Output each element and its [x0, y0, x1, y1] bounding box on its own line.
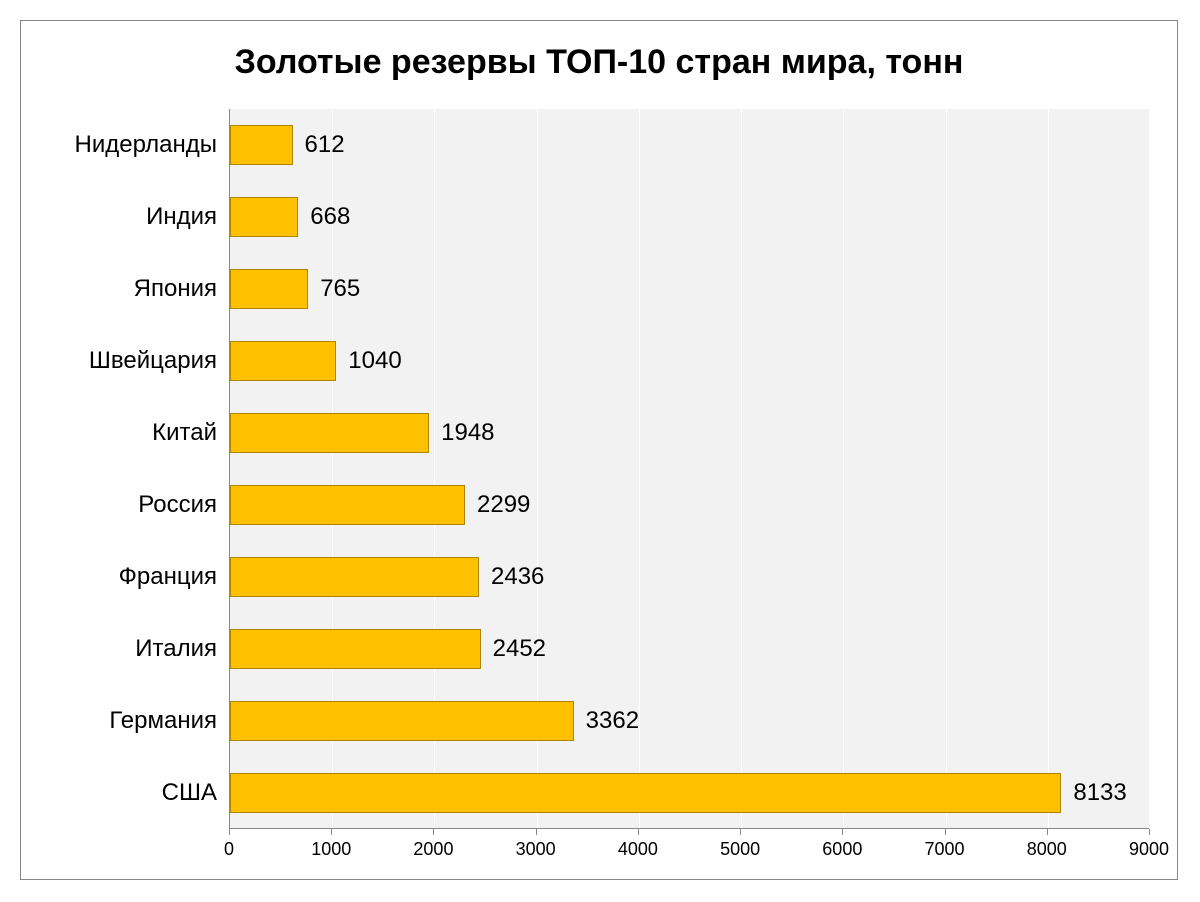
- x-tick: [1149, 829, 1150, 835]
- gridline: [946, 109, 947, 828]
- x-tick: [331, 829, 332, 835]
- bar: [230, 341, 336, 381]
- category-label: Германия: [109, 707, 217, 735]
- category-label: Италия: [135, 635, 217, 663]
- bar: [230, 629, 481, 669]
- x-tick-label: 5000: [710, 839, 770, 860]
- category-label: Франция: [119, 563, 217, 591]
- bar: [230, 125, 293, 165]
- x-tick: [945, 829, 946, 835]
- chart-title: Золотые резервы ТОП-10 стран мира, тонн: [21, 43, 1177, 82]
- bar: [230, 269, 308, 309]
- x-tick: [536, 829, 537, 835]
- value-label: 668: [310, 203, 350, 231]
- x-tick-label: 6000: [812, 839, 872, 860]
- x-tick-label: 1000: [301, 839, 361, 860]
- value-label: 765: [320, 275, 360, 303]
- value-label: 2452: [493, 635, 546, 663]
- category-label: Швейцария: [89, 347, 217, 375]
- value-label: 3362: [586, 707, 639, 735]
- value-label: 2436: [491, 563, 544, 591]
- x-tick: [229, 829, 230, 835]
- value-label: 1948: [441, 419, 494, 447]
- bar: [230, 773, 1061, 813]
- category-label: Япония: [134, 275, 217, 303]
- bar: [230, 485, 465, 525]
- gridline: [843, 109, 844, 828]
- x-tick: [1047, 829, 1048, 835]
- x-tick-label: 0: [199, 839, 259, 860]
- x-tick-label: 3000: [506, 839, 566, 860]
- category-label: Нидерланды: [75, 131, 217, 159]
- x-tick-label: 8000: [1017, 839, 1077, 860]
- x-tick: [433, 829, 434, 835]
- category-label: Китай: [152, 419, 217, 447]
- gridline: [1048, 109, 1049, 828]
- value-label: 8133: [1073, 779, 1126, 807]
- x-tick-label: 4000: [608, 839, 668, 860]
- bar: [230, 701, 574, 741]
- bar: [230, 197, 298, 237]
- chart-frame: Золотые резервы ТОП-10 стран мира, тонн …: [20, 20, 1178, 880]
- value-label: 612: [305, 131, 345, 159]
- x-tick-label: 7000: [915, 839, 975, 860]
- x-tick: [842, 829, 843, 835]
- category-label: Индия: [146, 203, 217, 231]
- x-tick-label: 2000: [403, 839, 463, 860]
- gridline: [741, 109, 742, 828]
- x-tick-label: 9000: [1119, 839, 1179, 860]
- bar: [230, 413, 429, 453]
- gridline: [1150, 109, 1151, 828]
- bar: [230, 557, 479, 597]
- x-tick: [638, 829, 639, 835]
- value-label: 2299: [477, 491, 530, 519]
- value-label: 1040: [348, 347, 401, 375]
- x-tick: [740, 829, 741, 835]
- category-label: Россия: [138, 491, 217, 519]
- category-label: США: [162, 779, 217, 807]
- plot-area: 612 668 765 1040 1948 2299 2436 2452 3362 8133: [229, 109, 1149, 829]
